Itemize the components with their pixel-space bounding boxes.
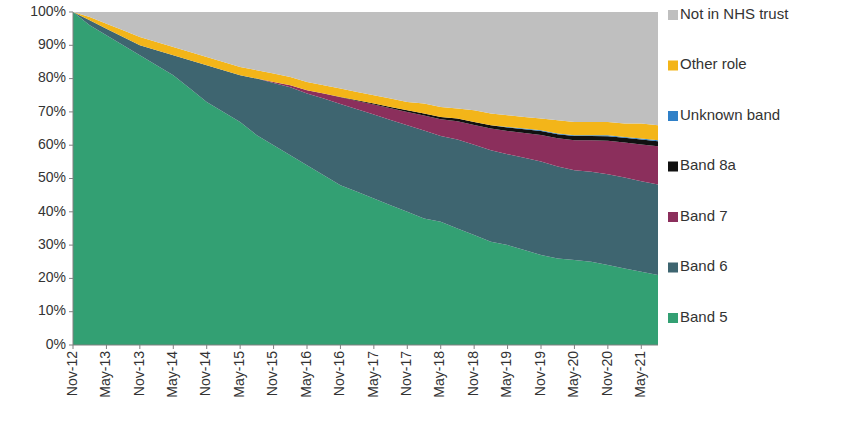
legend-label: Not in NHS trust <box>680 5 789 22</box>
x-tick <box>340 345 341 349</box>
x-tick <box>474 345 475 349</box>
y-tick <box>69 78 73 79</box>
area-series <box>73 12 658 275</box>
x-tick-label: May-16 <box>298 351 314 398</box>
legend-label: Band 5 <box>680 308 728 325</box>
y-tick-label: 0% <box>46 336 66 352</box>
x-tick <box>240 345 241 349</box>
x-tick <box>607 345 608 349</box>
y-tick <box>69 345 73 346</box>
y-tick <box>69 311 73 312</box>
area-series <box>73 12 658 125</box>
x-tick <box>373 345 374 349</box>
legend-label: Other role <box>680 55 747 72</box>
x-tick <box>273 345 274 349</box>
x-tick-label: May-18 <box>431 351 447 398</box>
y-tick-label: 50% <box>38 169 66 185</box>
x-tick-label: May-21 <box>632 351 648 398</box>
area-series <box>73 12 658 140</box>
area-series <box>73 12 658 184</box>
x-tick <box>206 345 207 349</box>
x-tick <box>106 345 107 349</box>
y-tick-label: 10% <box>38 302 66 318</box>
legend: Not in NHS trust Other role Unknown band Ba… <box>668 5 789 325</box>
x-tick-label: Nov-17 <box>398 351 414 396</box>
x-tick-label: Nov-15 <box>264 351 280 396</box>
y-tick <box>69 12 73 13</box>
x-tick-label: Nov-20 <box>599 351 615 396</box>
legend-swatch <box>668 61 678 71</box>
x-tick-label: Nov-13 <box>131 351 147 396</box>
y-tick-label: 60% <box>38 136 66 152</box>
y-tick-label: 20% <box>38 269 66 285</box>
y-tick-label: 90% <box>38 36 66 52</box>
y-tick <box>69 211 73 212</box>
area-series <box>73 12 658 146</box>
x-tick-label: Nov-16 <box>331 351 347 396</box>
legend-swatch <box>668 111 678 121</box>
x-tick <box>173 345 174 349</box>
area-series <box>73 12 658 345</box>
area-series <box>73 12 658 141</box>
y-tick-label: 80% <box>38 69 66 85</box>
x-tick-label: May-15 <box>231 351 247 398</box>
legend-swatch <box>668 162 678 172</box>
x-tick <box>641 345 642 349</box>
x-tick-label: May-19 <box>498 351 514 398</box>
legend-swatch <box>668 263 678 273</box>
y-tick <box>69 145 73 146</box>
x-tick <box>541 345 542 349</box>
y-tick <box>69 178 73 179</box>
x-tick-label: May-14 <box>164 351 180 398</box>
plot-area <box>73 12 658 345</box>
legend-label: Band 7 <box>680 207 728 224</box>
legend-swatch <box>668 10 678 20</box>
x-tick-label: May-20 <box>565 351 581 398</box>
x-axis-line <box>73 345 658 346</box>
legend-label: Unknown band <box>680 106 780 123</box>
x-tick <box>440 345 441 349</box>
legend-swatch <box>668 212 678 222</box>
x-tick-label: May-17 <box>365 351 381 398</box>
y-tick-label: 30% <box>38 236 66 252</box>
legend-swatch <box>668 313 678 323</box>
y-tick <box>69 45 73 46</box>
y-tick-label: 100% <box>30 3 66 19</box>
x-tick-label: Nov-12 <box>64 351 80 396</box>
y-tick <box>69 278 73 279</box>
y-tick <box>69 245 73 246</box>
x-tick-label: Nov-18 <box>465 351 481 396</box>
x-tick <box>307 345 308 349</box>
x-tick <box>507 345 508 349</box>
x-tick <box>407 345 408 349</box>
x-tick-label: Nov-19 <box>532 351 548 396</box>
y-tick <box>69 111 73 112</box>
y-tick-label: 40% <box>38 203 66 219</box>
x-tick <box>139 345 140 349</box>
x-tick-label: May-13 <box>97 351 113 398</box>
x-tick-label: Nov-14 <box>197 351 213 396</box>
legend-label: Band 8a <box>680 156 737 173</box>
legend-label: Band 6 <box>680 257 728 274</box>
y-tick-label: 70% <box>38 103 66 119</box>
x-tick <box>73 345 74 349</box>
chart: 0% 10% 20% 30% 40% 50% 60% 70% 80% 90% 100% Nov-12 M… <box>0 0 848 421</box>
x-tick <box>574 345 575 349</box>
